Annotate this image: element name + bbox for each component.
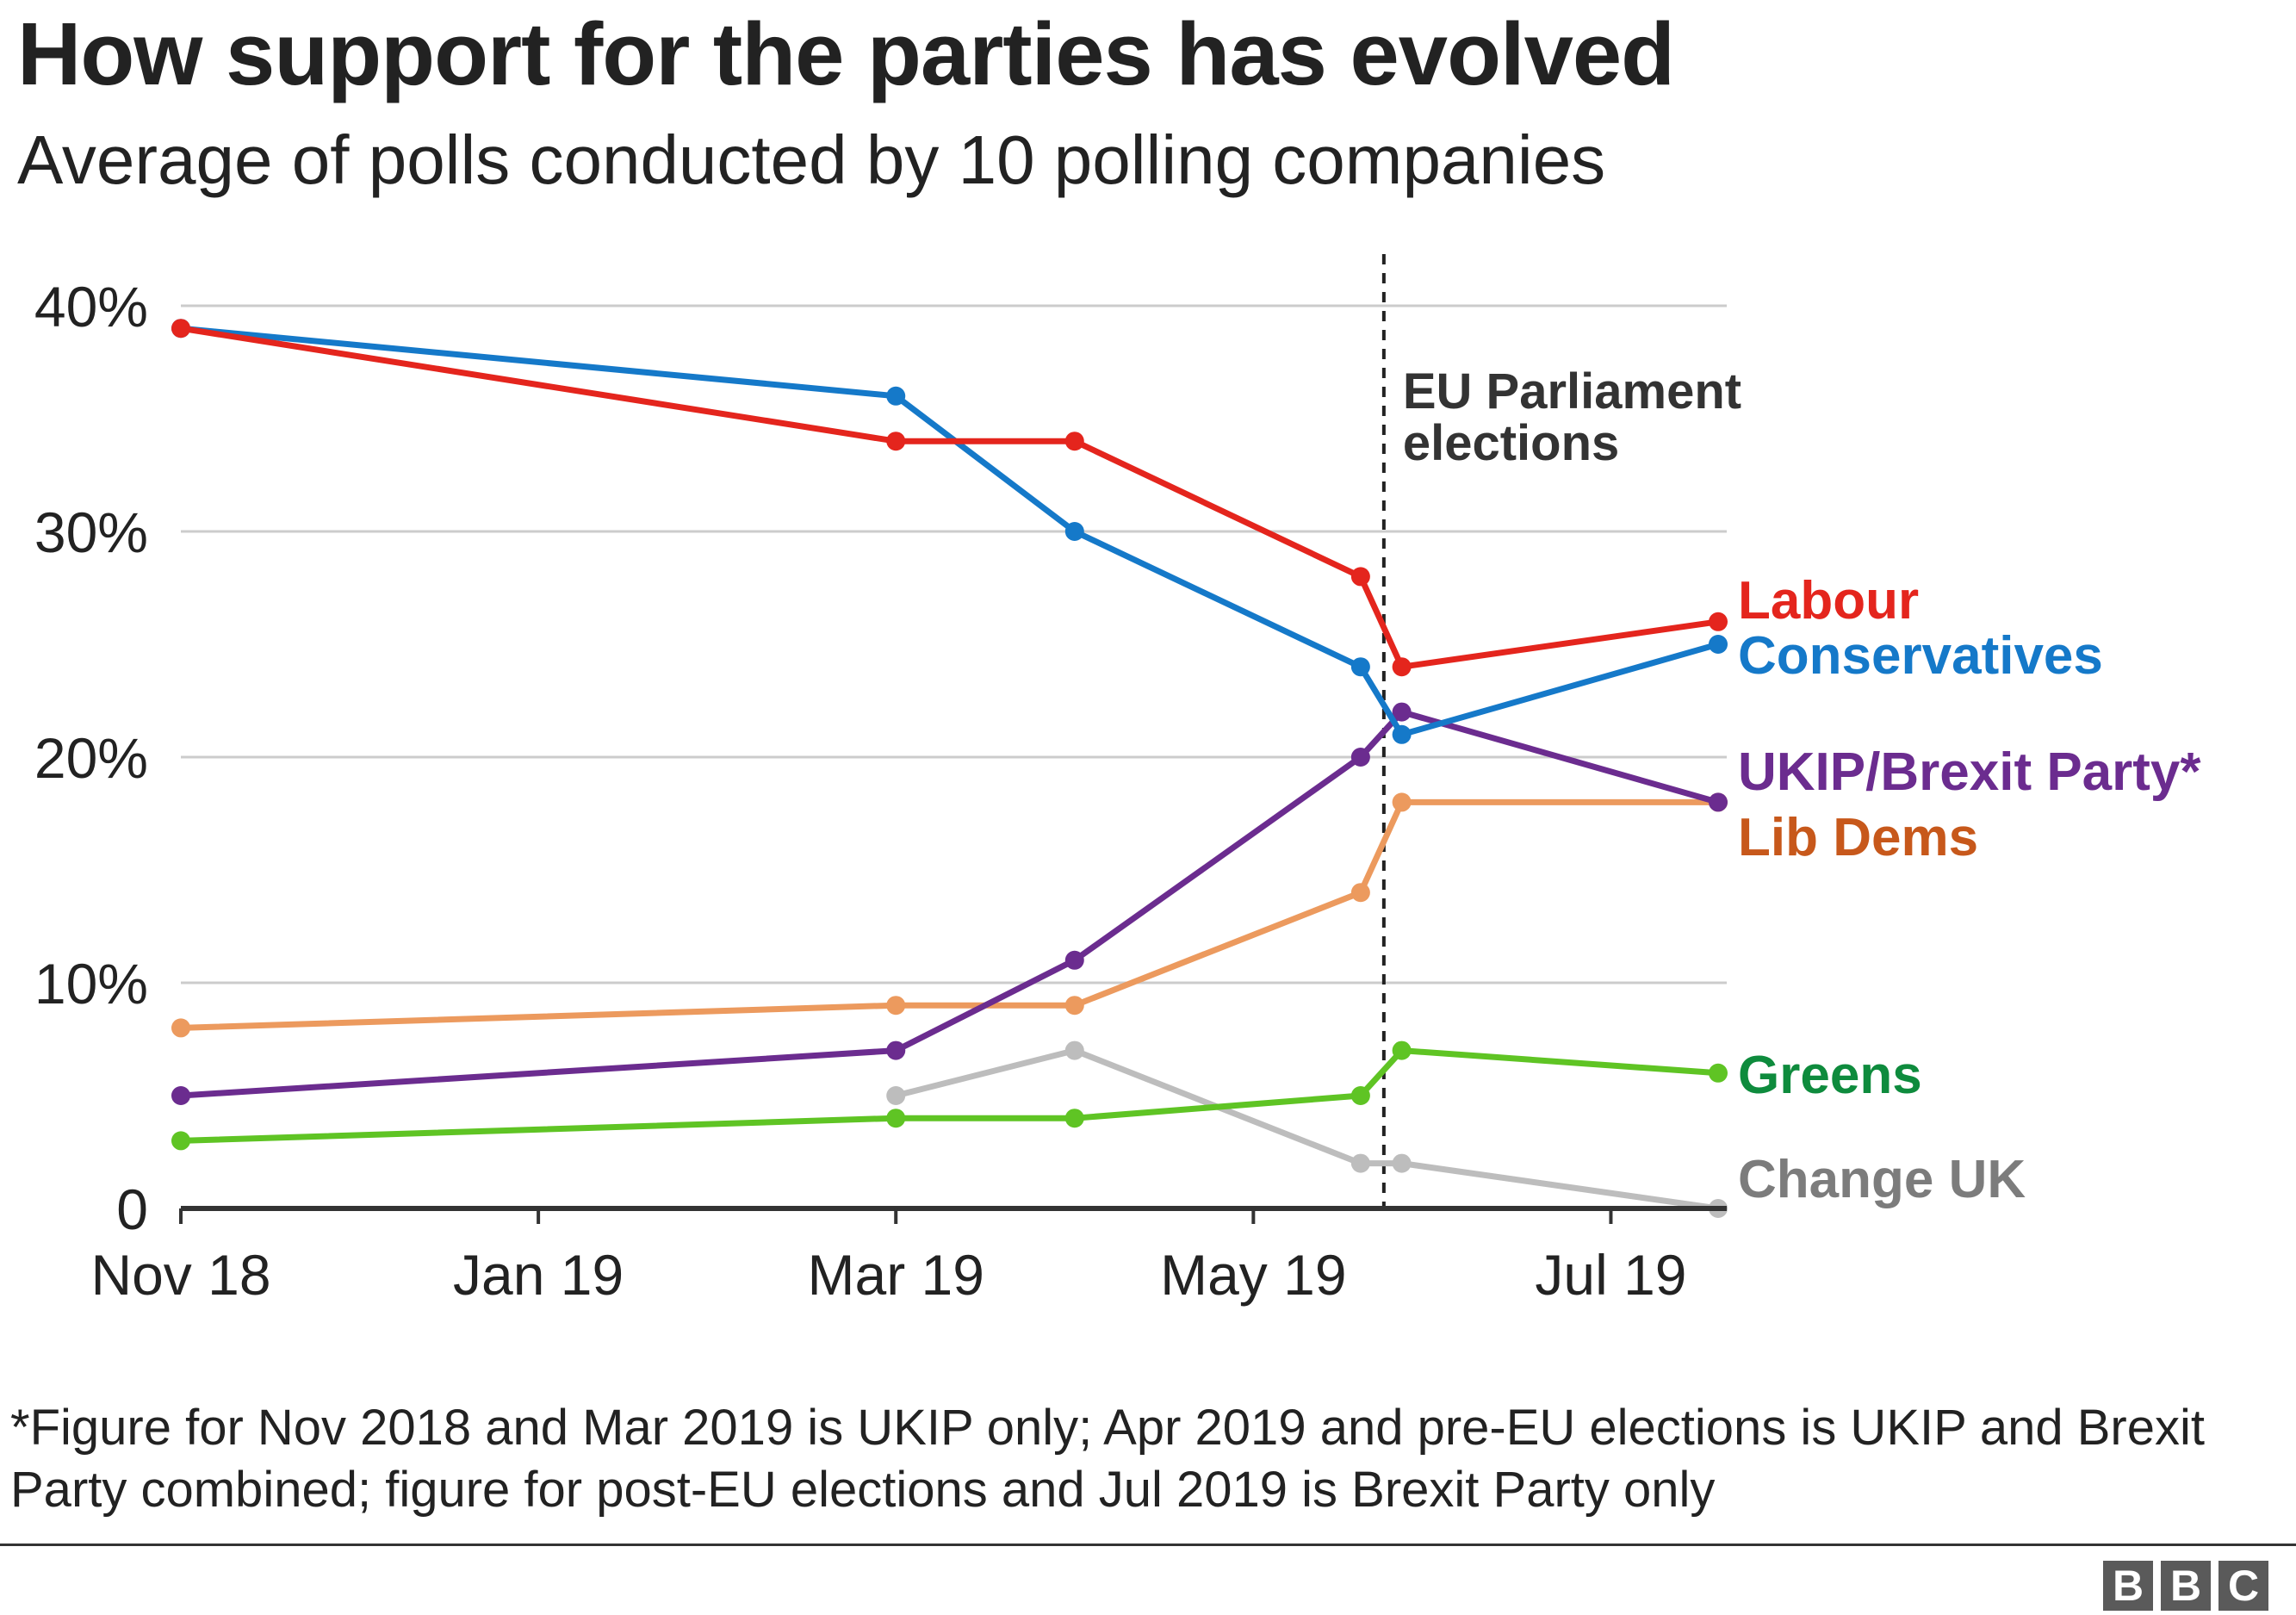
annotation-text: elections [1403, 415, 1619, 471]
y-tick-label: 30% [34, 500, 148, 564]
data-point-greens [1064, 1109, 1084, 1128]
data-point-ukip-brexit-party [1350, 748, 1370, 767]
x-tick-label: Jan 19 [453, 1243, 624, 1307]
data-point-ukip-brexit-party [1709, 792, 1728, 812]
divider [0, 1544, 2296, 1546]
axis-layer: 0 10% 20% 30% 40% Nov 18 Jan 19 Mar 19 May 19 Jul… [34, 275, 1727, 1307]
data-point-greens [1350, 1086, 1370, 1105]
annotation-text: EU Parliament [1403, 363, 1741, 419]
data-point-ukip-brexit-party [1064, 950, 1084, 970]
y-tick-label: 40% [34, 275, 148, 339]
x-tick-label: Nov 18 [90, 1243, 270, 1307]
y-tick-label: 0 [116, 1177, 148, 1241]
series-label: UKIP/Brexit Party* [1738, 742, 2201, 802]
data-point-change-uk [1350, 1153, 1370, 1173]
data-point-conservatives [886, 386, 906, 406]
bbc-logo: B B C [2103, 1561, 2268, 1611]
data-point-labour [1064, 432, 1084, 451]
y-tick-label: 20% [34, 726, 148, 790]
data-point-conservatives [1709, 635, 1728, 654]
series-line-greens [177, 1047, 1722, 1144]
data-point-change-uk [1064, 1040, 1084, 1060]
series-line-change-uk [892, 1047, 1722, 1212]
footnote: *Figure for Nov 2018 and Mar 2019 is UKI… [10, 1400, 2206, 1518]
data-point-lib-dems [1350, 883, 1370, 903]
data-point-conservatives [1064, 522, 1084, 541]
chart-title: How support for the parties has evolved [17, 4, 1675, 103]
series-layer [171, 319, 1728, 1218]
data-point-change-uk [886, 1086, 906, 1105]
data-point-labour [1709, 612, 1728, 631]
data-point-labour [171, 319, 190, 339]
x-tick-label: Jul 19 [1535, 1243, 1686, 1307]
data-point-labour [1392, 657, 1412, 677]
data-point-lib-dems [886, 996, 906, 1016]
logo-letter: B [2103, 1561, 2153, 1611]
data-point-greens [886, 1109, 906, 1128]
logo-letter: B [2161, 1561, 2211, 1611]
series-line-ukip-brexit-party [177, 709, 1722, 1099]
logo-letter: C [2218, 1561, 2268, 1611]
data-point-change-uk [1392, 1153, 1412, 1173]
data-point-lib-dems [1392, 792, 1412, 812]
series-label: Greens [1738, 1046, 1922, 1105]
series-label: Labour [1738, 571, 1919, 630]
series-label: Lib Dems [1738, 808, 1978, 867]
series-line-lib-dems [177, 798, 1722, 1031]
data-point-greens [1709, 1063, 1728, 1083]
data-point-ukip-brexit-party [886, 1040, 906, 1060]
data-point-labour [1350, 567, 1370, 587]
data-point-ukip-brexit-party [171, 1086, 190, 1105]
series-line-labour [177, 325, 1722, 670]
data-point-greens [1392, 1040, 1412, 1060]
data-point-lib-dems [171, 1018, 190, 1038]
x-tick-label: Mar 19 [808, 1243, 984, 1307]
data-point-conservatives [1350, 657, 1370, 677]
chart-subtitle: Average of polls conducted by 10 polling… [17, 121, 1606, 198]
data-point-lib-dems [1064, 996, 1084, 1016]
data-point-conservatives [1392, 724, 1412, 744]
x-tick-label: May 19 [1160, 1243, 1346, 1307]
series-label: Change UK [1738, 1150, 2026, 1209]
y-tick-label: 10% [34, 952, 148, 1016]
data-point-greens [171, 1131, 190, 1151]
gridlines [181, 304, 1727, 985]
series-line-conservatives [177, 325, 1722, 738]
data-point-ukip-brexit-party [1392, 702, 1412, 722]
series-label: Conservatives [1738, 626, 2103, 686]
data-point-labour [886, 432, 906, 451]
